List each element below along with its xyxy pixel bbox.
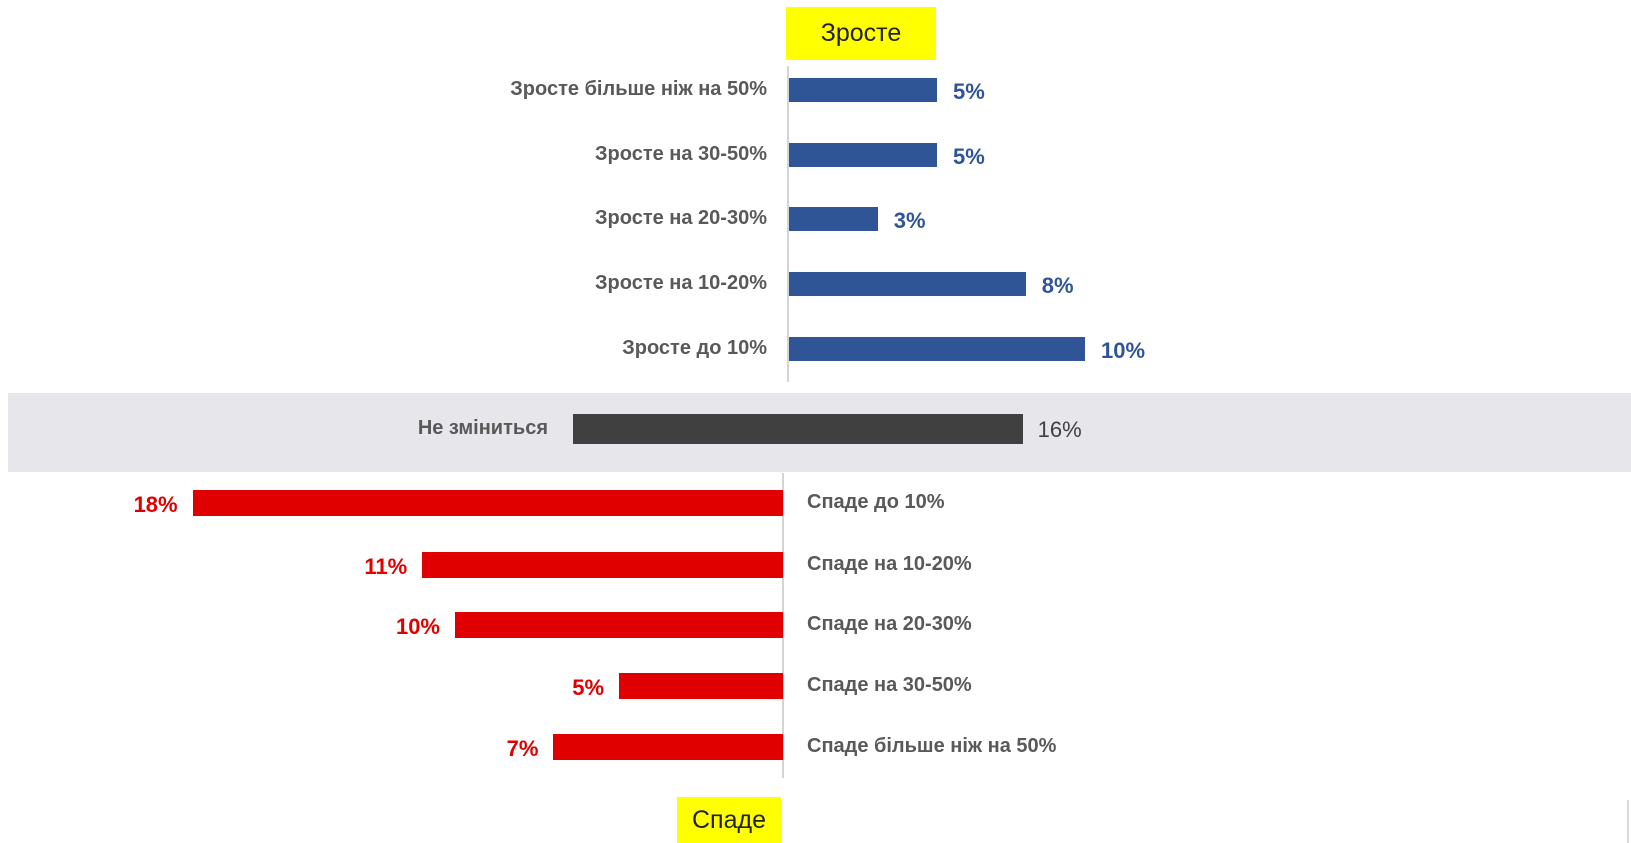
decrease-value-label: 10% [395, 614, 440, 639]
increase-value-label: 5% [953, 79, 985, 104]
increase-category-label: Зросте на 20-30% [595, 207, 767, 229]
decrease-axis-line [782, 473, 784, 778]
decrease-bar [422, 552, 783, 578]
decrease-category-label: Спаде до 10% [807, 491, 945, 513]
increase-value-label: 10% [1101, 338, 1146, 363]
increase-value-label: 3% [893, 208, 926, 233]
decrease-value-label: 5% [572, 675, 604, 700]
increase-axis-line [787, 66, 789, 382]
decrease-value-label: 11% [364, 554, 408, 579]
edge-divider [1627, 800, 1629, 843]
increase-category-label: Зросте більше ніж на 50% [510, 78, 767, 100]
decrease-bar [455, 612, 783, 638]
increase-category-label: Зросте до 10% [622, 337, 767, 359]
neutral-bar [573, 414, 1023, 444]
increase-bar [789, 272, 1026, 296]
decrease-category-label: Спаде на 20-30% [807, 613, 972, 635]
decrease-value-label: 7% [506, 736, 539, 761]
increase-value-label: 5% [953, 144, 985, 169]
decrease-bar [553, 734, 783, 760]
increase-value-label: 8% [1041, 273, 1074, 298]
increase-category-label: Зросте на 30-50% [595, 143, 767, 165]
neutral-value-label: 16% [1037, 417, 1082, 442]
neutral-category-label: Не зміниться [417, 417, 548, 439]
increase-bar [789, 78, 937, 102]
increase-bar [789, 337, 1085, 361]
increase-header-badge: Зросте [786, 7, 936, 60]
decrease-bar [192, 490, 783, 516]
decrease-category-label: Спаде на 10-20% [807, 553, 972, 575]
increase-bar [789, 143, 937, 167]
decrease-bar [619, 673, 783, 699]
decrease-header-badge: Спаде [677, 797, 781, 843]
decrease-category-label: Спаде на 30-50% [807, 674, 972, 696]
decrease-category-label: Спаде більше ніж на 50% [807, 735, 1057, 757]
decrease-value-label: 18% [133, 492, 178, 517]
increase-bar [789, 207, 878, 231]
increase-category-label: Зросте на 10-20% [595, 272, 767, 294]
